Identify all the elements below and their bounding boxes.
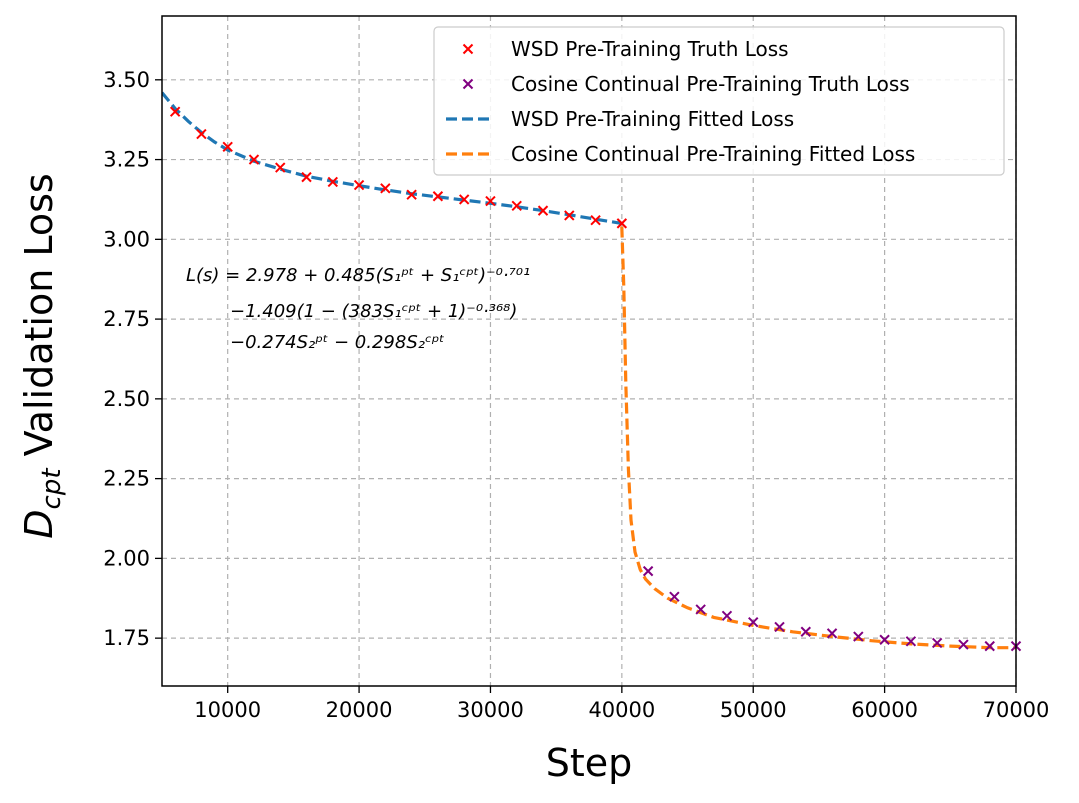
x-tick-label: 40000	[588, 698, 655, 722]
y-tick-label: 1.75	[103, 626, 150, 650]
data-point	[853, 631, 864, 642]
y-tick-label: 3.00	[103, 227, 150, 251]
data-point	[774, 621, 785, 633]
formula-line-1: L(s) = 2.978 + 0.485(S₁ᵖᵗ + S₁ᶜᵖᵗ)⁻⁰·⁷⁰¹	[186, 265, 530, 286]
data-point	[905, 636, 917, 647]
y-tick-label: 3.50	[103, 68, 150, 92]
x-axis-title: Step	[546, 741, 633, 785]
legend-label: WSD Pre-Training Fitted Loss	[511, 107, 794, 131]
data-point	[958, 639, 969, 650]
data-point	[327, 176, 339, 188]
legend-label: Cosine Continual Pre-Training Truth Loss	[511, 72, 910, 96]
data-point	[275, 162, 286, 173]
legend-entries: WSD Pre-Training Truth Loss Cosine Contin…	[446, 37, 915, 166]
data-point	[695, 604, 706, 615]
formula-line-2: −1.409(1 − (383S₁ᶜᵖᵗ + 1)⁻⁰·³⁶⁸)	[230, 301, 517, 322]
plot-frame	[161, 15, 1017, 687]
y-axis-title-text: Validation Loss	[17, 173, 61, 468]
y-tick-label: 2.25	[103, 467, 150, 491]
x-tick-label: 20000	[326, 698, 393, 722]
data-point	[564, 210, 575, 221]
y-axis-title-subscript: cpt	[37, 468, 67, 510]
legend-entry: WSD Pre-Training Fitted Loss	[446, 107, 794, 131]
data-point	[826, 628, 838, 639]
legend-label: WSD Pre-Training Truth Loss	[511, 37, 789, 61]
data-point	[879, 634, 890, 645]
data-point	[458, 194, 470, 205]
data-point	[432, 191, 444, 202]
series-layer	[162, 91, 1022, 652]
legend: WSD Pre-Training Truth Loss Cosine Contin…	[433, 26, 1005, 176]
data-point	[353, 179, 365, 191]
data-point	[748, 616, 759, 628]
data-point	[590, 214, 601, 226]
data-point	[642, 565, 654, 577]
formula-annotation: L(s) = 2.978 + 0.485(S₁ᵖᵗ + S₁ᶜᵖᵗ)⁻⁰·⁷⁰¹…	[186, 265, 530, 353]
data-point	[511, 200, 522, 212]
data-point	[537, 205, 549, 216]
y-tick-label: 2.75	[103, 307, 150, 331]
y-tick-label: 2.50	[103, 387, 150, 411]
series-line	[620, 226, 1016, 650]
legend-box	[433, 26, 1005, 176]
data-point	[222, 141, 233, 153]
x-tick-label: 10000	[194, 698, 261, 722]
y-tick-label: 2.00	[103, 546, 150, 570]
x-tick-label: 60000	[851, 698, 918, 722]
legend-entry: Cosine Continual Pre-Training Fitted Los…	[446, 142, 915, 166]
data-point	[931, 637, 943, 649]
y-tick-label: 3.25	[103, 148, 150, 172]
data-point	[406, 189, 417, 200]
data-point	[380, 183, 391, 194]
x-tick-label: 70000	[983, 698, 1050, 722]
legend-entry: Cosine Continual Pre-Training Truth Loss	[462, 72, 910, 96]
data-point	[669, 591, 680, 602]
legend-label: Cosine Continual Pre-Training Fitted Los…	[511, 142, 915, 166]
x-tick-label: 50000	[720, 698, 787, 722]
data-point	[800, 626, 811, 637]
data-point	[169, 106, 181, 117]
data-point	[485, 195, 496, 207]
data-point	[616, 218, 628, 229]
formula-line-3: −0.274S₂ᵖᵗ − 0.298S₂ᶜᵖᵗ	[230, 332, 445, 353]
data-point	[984, 640, 995, 652]
data-point	[196, 128, 207, 140]
data-point	[721, 610, 733, 622]
ticks: 10000 20000 30000 40000 50000 60000 70000 1.75 2…	[103, 68, 1049, 722]
y-axis-title-symbol: D	[17, 509, 61, 538]
data-point	[301, 171, 312, 183]
data-point	[248, 154, 260, 165]
y-axis-title: Dcpt Validation Loss	[17, 173, 67, 538]
legend-entry: WSD Pre-Training Truth Loss	[462, 37, 789, 61]
x-tick-label: 30000	[457, 698, 524, 722]
